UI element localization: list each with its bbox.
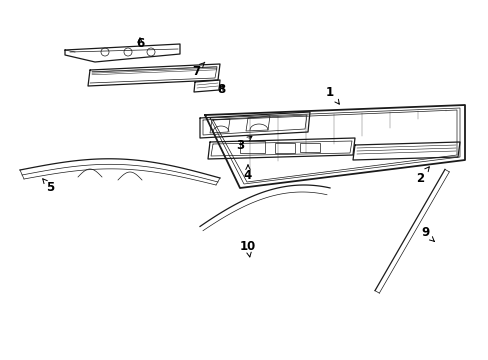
Text: 1: 1: [325, 86, 339, 104]
Text: 6: 6: [136, 36, 144, 50]
Text: 7: 7: [192, 62, 204, 77]
Text: 5: 5: [42, 179, 54, 194]
Bar: [240, 141, 264, 153]
Bar: [299, 143, 319, 152]
Text: 10: 10: [240, 240, 256, 257]
Text: 4: 4: [244, 165, 252, 181]
Text: 8: 8: [217, 82, 224, 95]
Text: 2: 2: [415, 167, 428, 185]
Bar: [274, 143, 294, 153]
Text: 9: 9: [420, 226, 433, 241]
Text: 3: 3: [235, 136, 251, 152]
